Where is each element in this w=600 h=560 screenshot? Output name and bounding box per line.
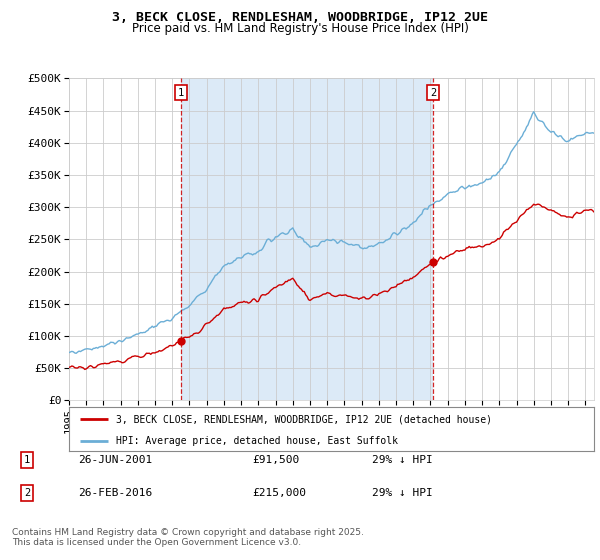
- Text: 1: 1: [24, 455, 30, 465]
- Text: 3, BECK CLOSE, RENDLESHAM, WOODBRIDGE, IP12 2UE (detached house): 3, BECK CLOSE, RENDLESHAM, WOODBRIDGE, I…: [116, 414, 492, 424]
- Text: £215,000: £215,000: [252, 488, 306, 498]
- Text: Price paid vs. HM Land Registry's House Price Index (HPI): Price paid vs. HM Land Registry's House …: [131, 22, 469, 35]
- Text: 1: 1: [178, 88, 184, 98]
- Text: 26-JUN-2001: 26-JUN-2001: [78, 455, 152, 465]
- Text: HPI: Average price, detached house, East Suffolk: HPI: Average price, detached house, East…: [116, 436, 398, 446]
- Text: 29% ↓ HPI: 29% ↓ HPI: [372, 488, 433, 498]
- Text: Contains HM Land Registry data © Crown copyright and database right 2025.
This d: Contains HM Land Registry data © Crown c…: [12, 528, 364, 547]
- Bar: [181, 78, 433, 400]
- Text: 2: 2: [430, 88, 436, 98]
- Text: 26-FEB-2016: 26-FEB-2016: [78, 488, 152, 498]
- Text: 2: 2: [24, 488, 30, 498]
- Text: 29% ↓ HPI: 29% ↓ HPI: [372, 455, 433, 465]
- Text: 3, BECK CLOSE, RENDLESHAM, WOODBRIDGE, IP12 2UE: 3, BECK CLOSE, RENDLESHAM, WOODBRIDGE, I…: [112, 11, 488, 24]
- Text: £91,500: £91,500: [252, 455, 299, 465]
